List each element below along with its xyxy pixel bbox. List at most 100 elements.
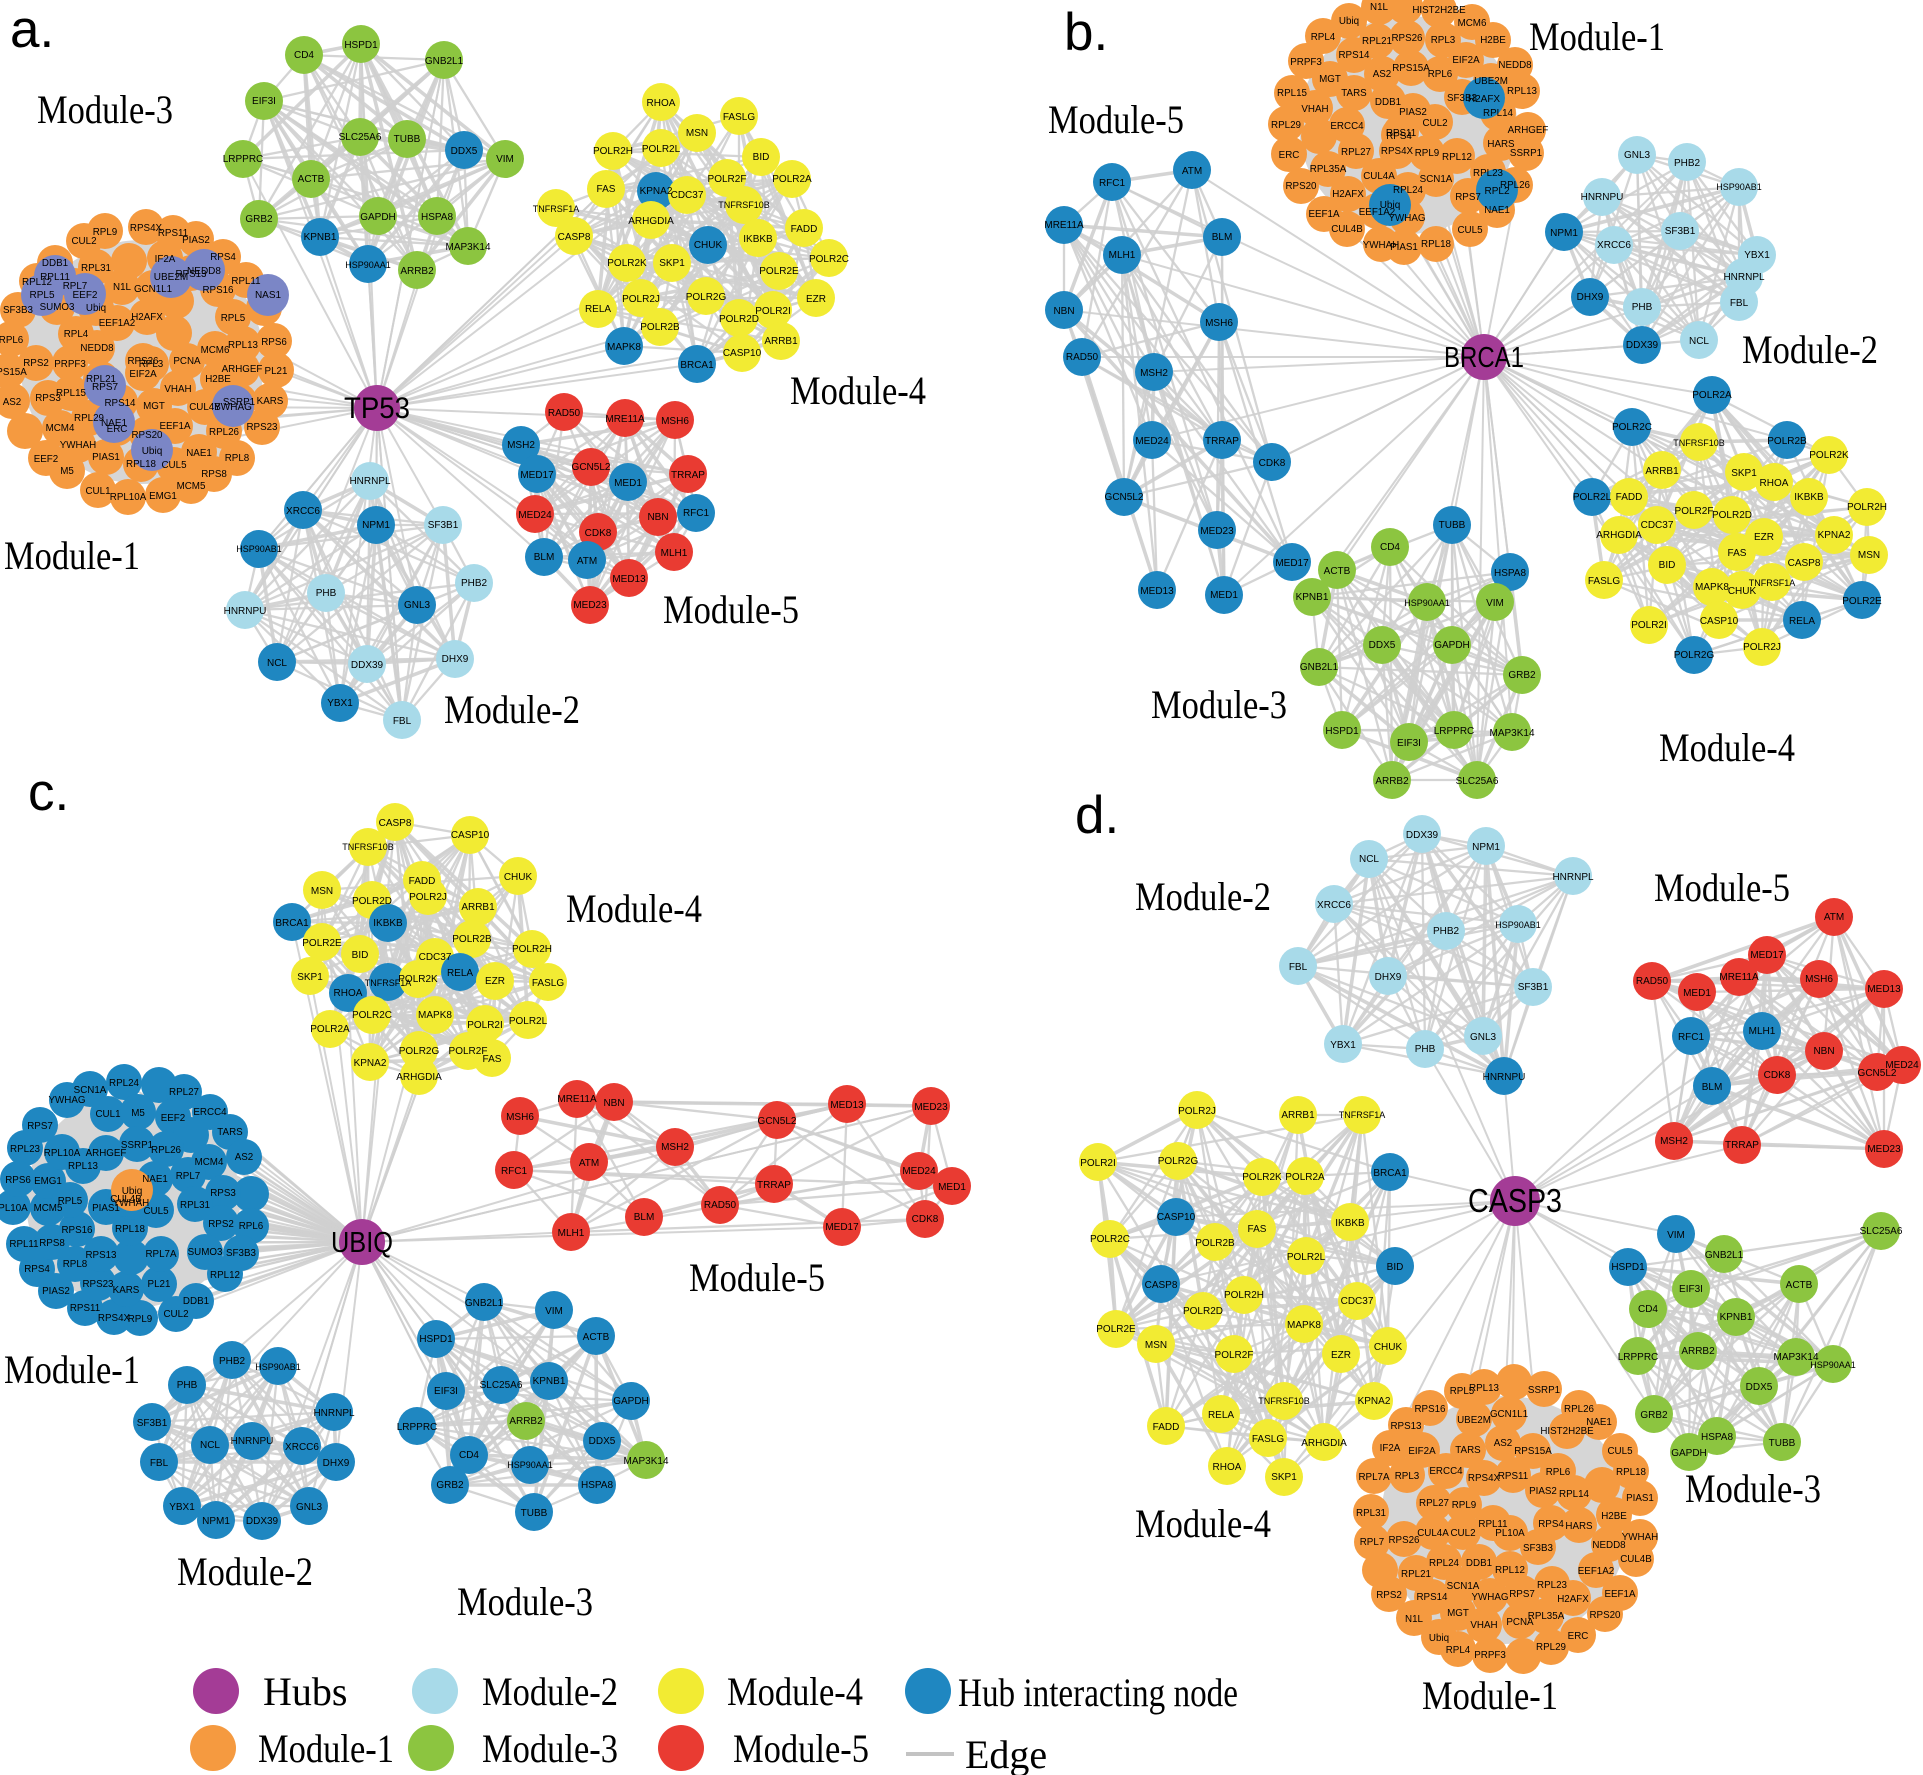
svg-text:BID: BID	[753, 152, 770, 163]
svg-text:SUMO3: SUMO3	[40, 302, 75, 313]
svg-text:RFC1: RFC1	[683, 508, 710, 519]
svg-text:KPNB1: KPNB1	[533, 1376, 566, 1387]
svg-text:TUBB: TUBB	[1439, 520, 1466, 531]
svg-text:PL10A: PL10A	[1495, 1528, 1525, 1539]
svg-text:POLR2F: POLR2F	[1215, 1350, 1254, 1361]
svg-text:RPL3: RPL3	[139, 359, 164, 370]
svg-text:POLR2C: POLR2C	[1612, 422, 1652, 433]
svg-text:ARHGEF: ARHGEF	[86, 1148, 127, 1159]
svg-text:Ubiq: Ubiq	[1339, 16, 1359, 27]
svg-text:b.: b.	[1064, 3, 1108, 62]
svg-text:Module-2: Module-2	[444, 687, 580, 732]
svg-text:GNB2L1: GNB2L1	[465, 1298, 504, 1309]
svg-text:SF3B1: SF3B1	[428, 520, 459, 531]
svg-text:MED23: MED23	[1867, 1144, 1901, 1155]
svg-text:RPL23: RPL23	[1473, 168, 1504, 179]
svg-text:MSH2: MSH2	[1140, 368, 1168, 379]
svg-text:RPL18: RPL18	[1616, 1467, 1647, 1478]
svg-text:POLR2G: POLR2G	[399, 1046, 440, 1057]
svg-text:POLR2L: POLR2L	[642, 144, 681, 155]
svg-text:HNRNPU: HNRNPU	[1483, 1072, 1526, 1083]
svg-text:CHUK: CHUK	[1728, 586, 1757, 597]
svg-text:Module-2: Module-2	[1135, 874, 1271, 919]
svg-text:KARS: KARS	[257, 396, 284, 407]
svg-text:RPS8: RPS8	[201, 469, 227, 480]
svg-text:NBN: NBN	[1053, 306, 1074, 317]
svg-text:RPS13: RPS13	[85, 1250, 117, 1261]
svg-text:HSP90AA1: HSP90AA1	[345, 260, 391, 270]
svg-text:SF3B1: SF3B1	[1665, 226, 1696, 237]
svg-text:Module-5: Module-5	[1048, 97, 1184, 142]
svg-text:PRPF3: PRPF3	[1290, 57, 1322, 68]
svg-text:PHB: PHB	[316, 588, 337, 599]
svg-text:GAPDH: GAPDH	[613, 1396, 649, 1407]
svg-text:RPL15: RPL15	[1277, 88, 1308, 99]
svg-text:CDK8: CDK8	[912, 1214, 939, 1225]
svg-text:TNFRSF10B: TNFRSF10B	[1673, 438, 1725, 448]
svg-text:NCL: NCL	[200, 1440, 220, 1451]
svg-text:POLR2J: POLR2J	[409, 892, 447, 903]
svg-text:EIF2A: EIF2A	[129, 369, 157, 380]
svg-text:POLR2K: POLR2K	[1809, 450, 1849, 461]
svg-text:Module-5: Module-5	[1654, 865, 1790, 910]
svg-text:DDX39: DDX39	[1406, 830, 1439, 841]
svg-text:MED1: MED1	[1683, 988, 1711, 999]
svg-text:NAE1: NAE1	[101, 418, 128, 429]
svg-text:SKP1: SKP1	[659, 258, 685, 269]
svg-text:MED13: MED13	[830, 1100, 864, 1111]
svg-text:RPS15A: RPS15A	[1392, 63, 1430, 74]
svg-text:NAE1: NAE1	[1484, 205, 1510, 216]
svg-text:RPS11: RPS11	[70, 1303, 100, 1314]
svg-text:RPL6: RPL6	[1428, 69, 1453, 80]
svg-text:RPS20: RPS20	[131, 430, 163, 441]
svg-text:CUL5: CUL5	[1457, 225, 1483, 236]
svg-text:Module-4: Module-4	[1135, 1501, 1271, 1546]
svg-text:FBL: FBL	[150, 1458, 169, 1469]
svg-text:RPL6: RPL6	[239, 1221, 264, 1232]
svg-text:LRPPRC: LRPPRC	[223, 154, 264, 165]
svg-text:RPL2: RPL2	[1484, 186, 1509, 197]
svg-text:YWHAH: YWHAH	[113, 1198, 149, 1209]
svg-text:CUL2: CUL2	[71, 236, 96, 247]
svg-text:Hubs: Hubs	[263, 1669, 347, 1714]
svg-text:RPS20: RPS20	[1589, 1610, 1621, 1621]
svg-text:SSRP1: SSRP1	[223, 397, 255, 408]
svg-text:d.: d.	[1075, 786, 1119, 845]
svg-text:MLH1: MLH1	[1749, 1026, 1776, 1037]
svg-text:RPS16: RPS16	[202, 285, 234, 296]
svg-text:FAS: FAS	[483, 1054, 502, 1065]
svg-text:RAD50: RAD50	[548, 408, 581, 419]
svg-text:ERC: ERC	[1568, 1631, 1589, 1642]
svg-text:SLC25A6: SLC25A6	[339, 132, 382, 143]
svg-text:HNRNPU: HNRNPU	[224, 606, 267, 617]
svg-text:GAPDH: GAPDH	[1671, 1448, 1707, 1459]
svg-text:RPL26: RPL26	[151, 1145, 182, 1156]
svg-text:ARHGDIA: ARHGDIA	[1596, 530, 1642, 541]
svg-text:XRCC6: XRCC6	[1597, 240, 1631, 251]
svg-text:GNL3: GNL3	[296, 1502, 323, 1513]
svg-text:HSP90AA1: HSP90AA1	[1810, 1360, 1856, 1370]
svg-text:AS2: AS2	[3, 397, 22, 408]
svg-text:MED13: MED13	[1867, 984, 1901, 995]
svg-text:RPS14: RPS14	[104, 398, 136, 409]
svg-text:H2AFX: H2AFX	[1468, 94, 1501, 105]
svg-text:XRCC6: XRCC6	[286, 506, 320, 517]
svg-text:TNFRSF1A: TNFRSF1A	[365, 978, 412, 988]
svg-text:TRRAP: TRRAP	[1205, 436, 1239, 447]
svg-text:ARHGEF: ARHGEF	[1508, 125, 1549, 136]
svg-text:SCN1A: SCN1A	[1447, 1581, 1480, 1592]
svg-text:CD4: CD4	[1380, 542, 1400, 553]
svg-text:MAP3K14: MAP3K14	[1773, 1352, 1818, 1363]
svg-text:SF3B3: SF3B3	[226, 1248, 257, 1259]
svg-text:RPS4: RPS4	[210, 252, 236, 263]
svg-text:RPL27: RPL27	[169, 1087, 199, 1098]
svg-text:Ubiq: Ubiq	[142, 446, 163, 457]
svg-text:RPL35A: RPL35A	[1310, 164, 1347, 175]
svg-text:RPS16: RPS16	[61, 1225, 93, 1236]
svg-text:POLR2K: POLR2K	[1242, 1172, 1282, 1183]
svg-text:POLR2I: POLR2I	[1631, 620, 1667, 631]
svg-text:EEF1A2: EEF1A2	[99, 318, 136, 329]
svg-text:LRPPRC: LRPPRC	[397, 1422, 438, 1433]
svg-text:UBIQ: UBIQ	[331, 1227, 393, 1259]
svg-text:RPL9: RPL9	[1452, 1500, 1477, 1511]
